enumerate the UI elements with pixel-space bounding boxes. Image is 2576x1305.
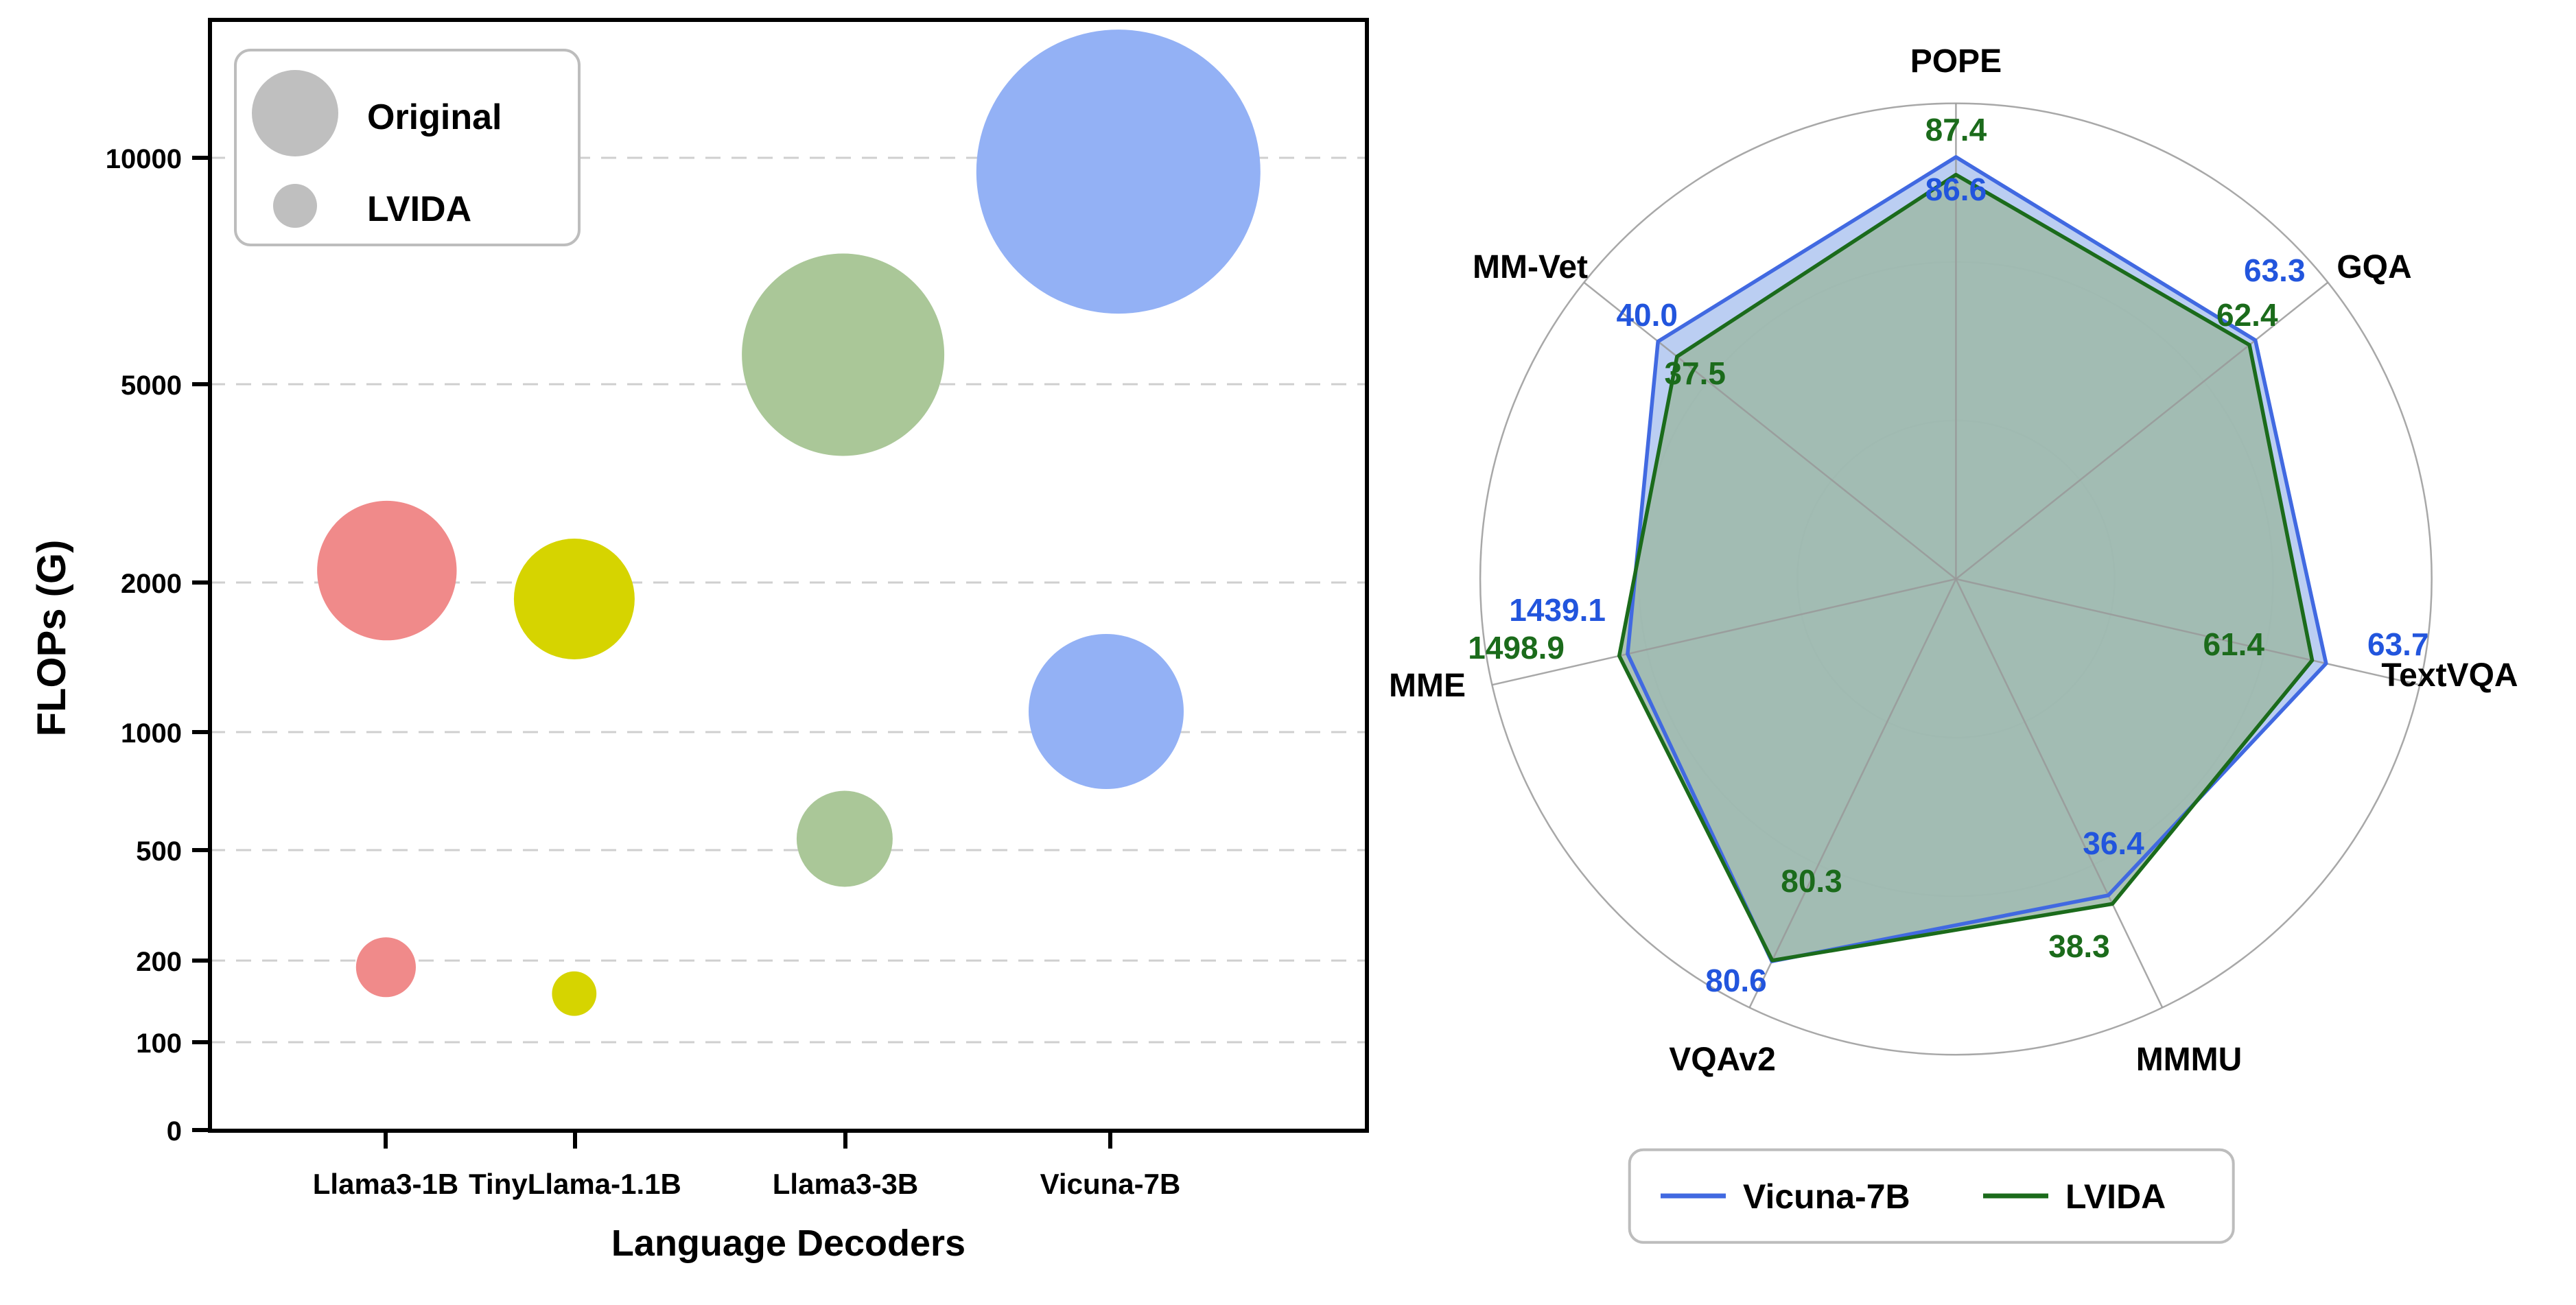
svg-text:Llama3-1B: Llama3-1B — [313, 1168, 458, 1200]
svg-text:POPE: POPE — [1910, 43, 2002, 80]
svg-text:10000: 10000 — [106, 144, 182, 174]
svg-text:37.5: 37.5 — [1664, 355, 1726, 391]
svg-text:Language Decoders: Language Decoders — [611, 1223, 965, 1264]
svg-text:1498.9: 1498.9 — [1468, 630, 1565, 666]
svg-text:38.3: 38.3 — [2048, 928, 2110, 964]
svg-text:TinyLlama-1.1B: TinyLlama-1.1B — [469, 1168, 681, 1200]
svg-text:62.4: 62.4 — [2216, 297, 2278, 333]
svg-text:TextVQA: TextVQA — [2381, 657, 2518, 694]
svg-text:Original: Original — [367, 97, 502, 137]
svg-text:61.4: 61.4 — [2203, 626, 2264, 662]
svg-text:100: 100 — [136, 1028, 182, 1059]
svg-text:Vicuna-7B: Vicuna-7B — [1040, 1168, 1181, 1200]
svg-text:2000: 2000 — [121, 569, 182, 599]
svg-text:LVIDA: LVIDA — [2065, 1177, 2166, 1216]
svg-text:MME: MME — [1389, 668, 1466, 704]
svg-text:80.3: 80.3 — [1781, 863, 1842, 899]
svg-text:63.7: 63.7 — [2367, 626, 2429, 662]
svg-text:LVIDA: LVIDA — [367, 189, 471, 229]
svg-text:GQA: GQA — [2337, 249, 2411, 285]
svg-text:40.0: 40.0 — [1616, 297, 1678, 333]
svg-text:36.4: 36.4 — [2083, 825, 2144, 861]
svg-text:MM-Vet: MM-Vet — [1473, 249, 1588, 285]
svg-text:5000: 5000 — [121, 371, 182, 401]
svg-text:1439.1: 1439.1 — [1509, 592, 1606, 628]
svg-text:500: 500 — [136, 836, 182, 867]
svg-text:VQAv2: VQAv2 — [1669, 1042, 1776, 1078]
svg-text:200: 200 — [136, 947, 182, 977]
svg-text:FLOPs (G): FLOPs (G) — [30, 540, 74, 737]
svg-text:63.3: 63.3 — [2244, 252, 2306, 288]
svg-text:80.6: 80.6 — [1705, 963, 1767, 998]
svg-text:MMMU: MMMU — [2136, 1042, 2243, 1078]
svg-text:87.4: 87.4 — [1925, 112, 1987, 148]
svg-text:Llama3-3B: Llama3-3B — [773, 1168, 918, 1200]
svg-text:86.6: 86.6 — [1925, 172, 1987, 207]
svg-text:1000: 1000 — [121, 718, 182, 749]
svg-text:Vicuna-7B: Vicuna-7B — [1743, 1177, 1910, 1216]
svg-text:0: 0 — [167, 1116, 182, 1147]
